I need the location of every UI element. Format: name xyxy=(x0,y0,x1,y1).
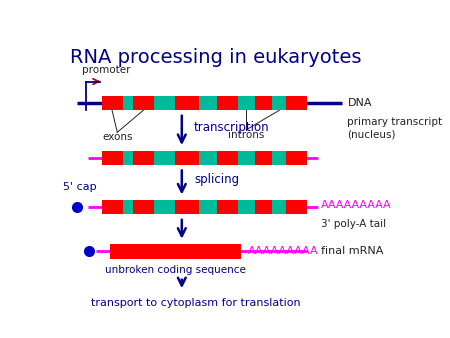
Bar xyxy=(133,150,154,165)
Text: splicing: splicing xyxy=(194,173,239,186)
Bar xyxy=(217,150,238,165)
Text: promoter: promoter xyxy=(82,65,131,75)
Bar xyxy=(102,200,122,214)
Text: unbroken coding sequence: unbroken coding sequence xyxy=(105,265,246,275)
Bar xyxy=(110,244,241,259)
Text: 5' cap: 5' cap xyxy=(63,182,97,192)
Text: exons: exons xyxy=(102,132,133,142)
Bar xyxy=(175,200,199,214)
Text: final mRNA: final mRNA xyxy=(321,246,384,256)
Bar xyxy=(102,150,122,165)
Text: RNA processing in eukaryotes: RNA processing in eukaryotes xyxy=(70,48,362,67)
Text: transport to cytoplasm for translation: transport to cytoplasm for translation xyxy=(91,297,301,308)
Text: AAAAAAAAA: AAAAAAAAA xyxy=(248,246,319,256)
Text: 3' poly-A tail: 3' poly-A tail xyxy=(321,219,387,229)
Bar xyxy=(255,150,273,165)
Bar xyxy=(217,200,238,214)
Bar xyxy=(287,96,307,110)
Bar xyxy=(217,96,238,110)
Text: DNA: DNA xyxy=(347,98,372,108)
Text: introns: introns xyxy=(228,130,265,140)
Bar xyxy=(255,200,273,214)
Bar xyxy=(102,150,307,165)
Bar xyxy=(102,200,307,214)
Bar xyxy=(175,96,199,110)
Text: AAAAAAAAA: AAAAAAAAA xyxy=(321,199,392,210)
Bar xyxy=(255,96,273,110)
Bar xyxy=(287,150,307,165)
Text: primary transcript
(nucleus): primary transcript (nucleus) xyxy=(347,117,443,140)
Bar xyxy=(133,200,154,214)
Bar xyxy=(133,96,154,110)
Text: transcription: transcription xyxy=(194,121,270,134)
Bar xyxy=(287,200,307,214)
Bar xyxy=(102,96,307,110)
Bar xyxy=(102,96,122,110)
Bar xyxy=(175,150,199,165)
